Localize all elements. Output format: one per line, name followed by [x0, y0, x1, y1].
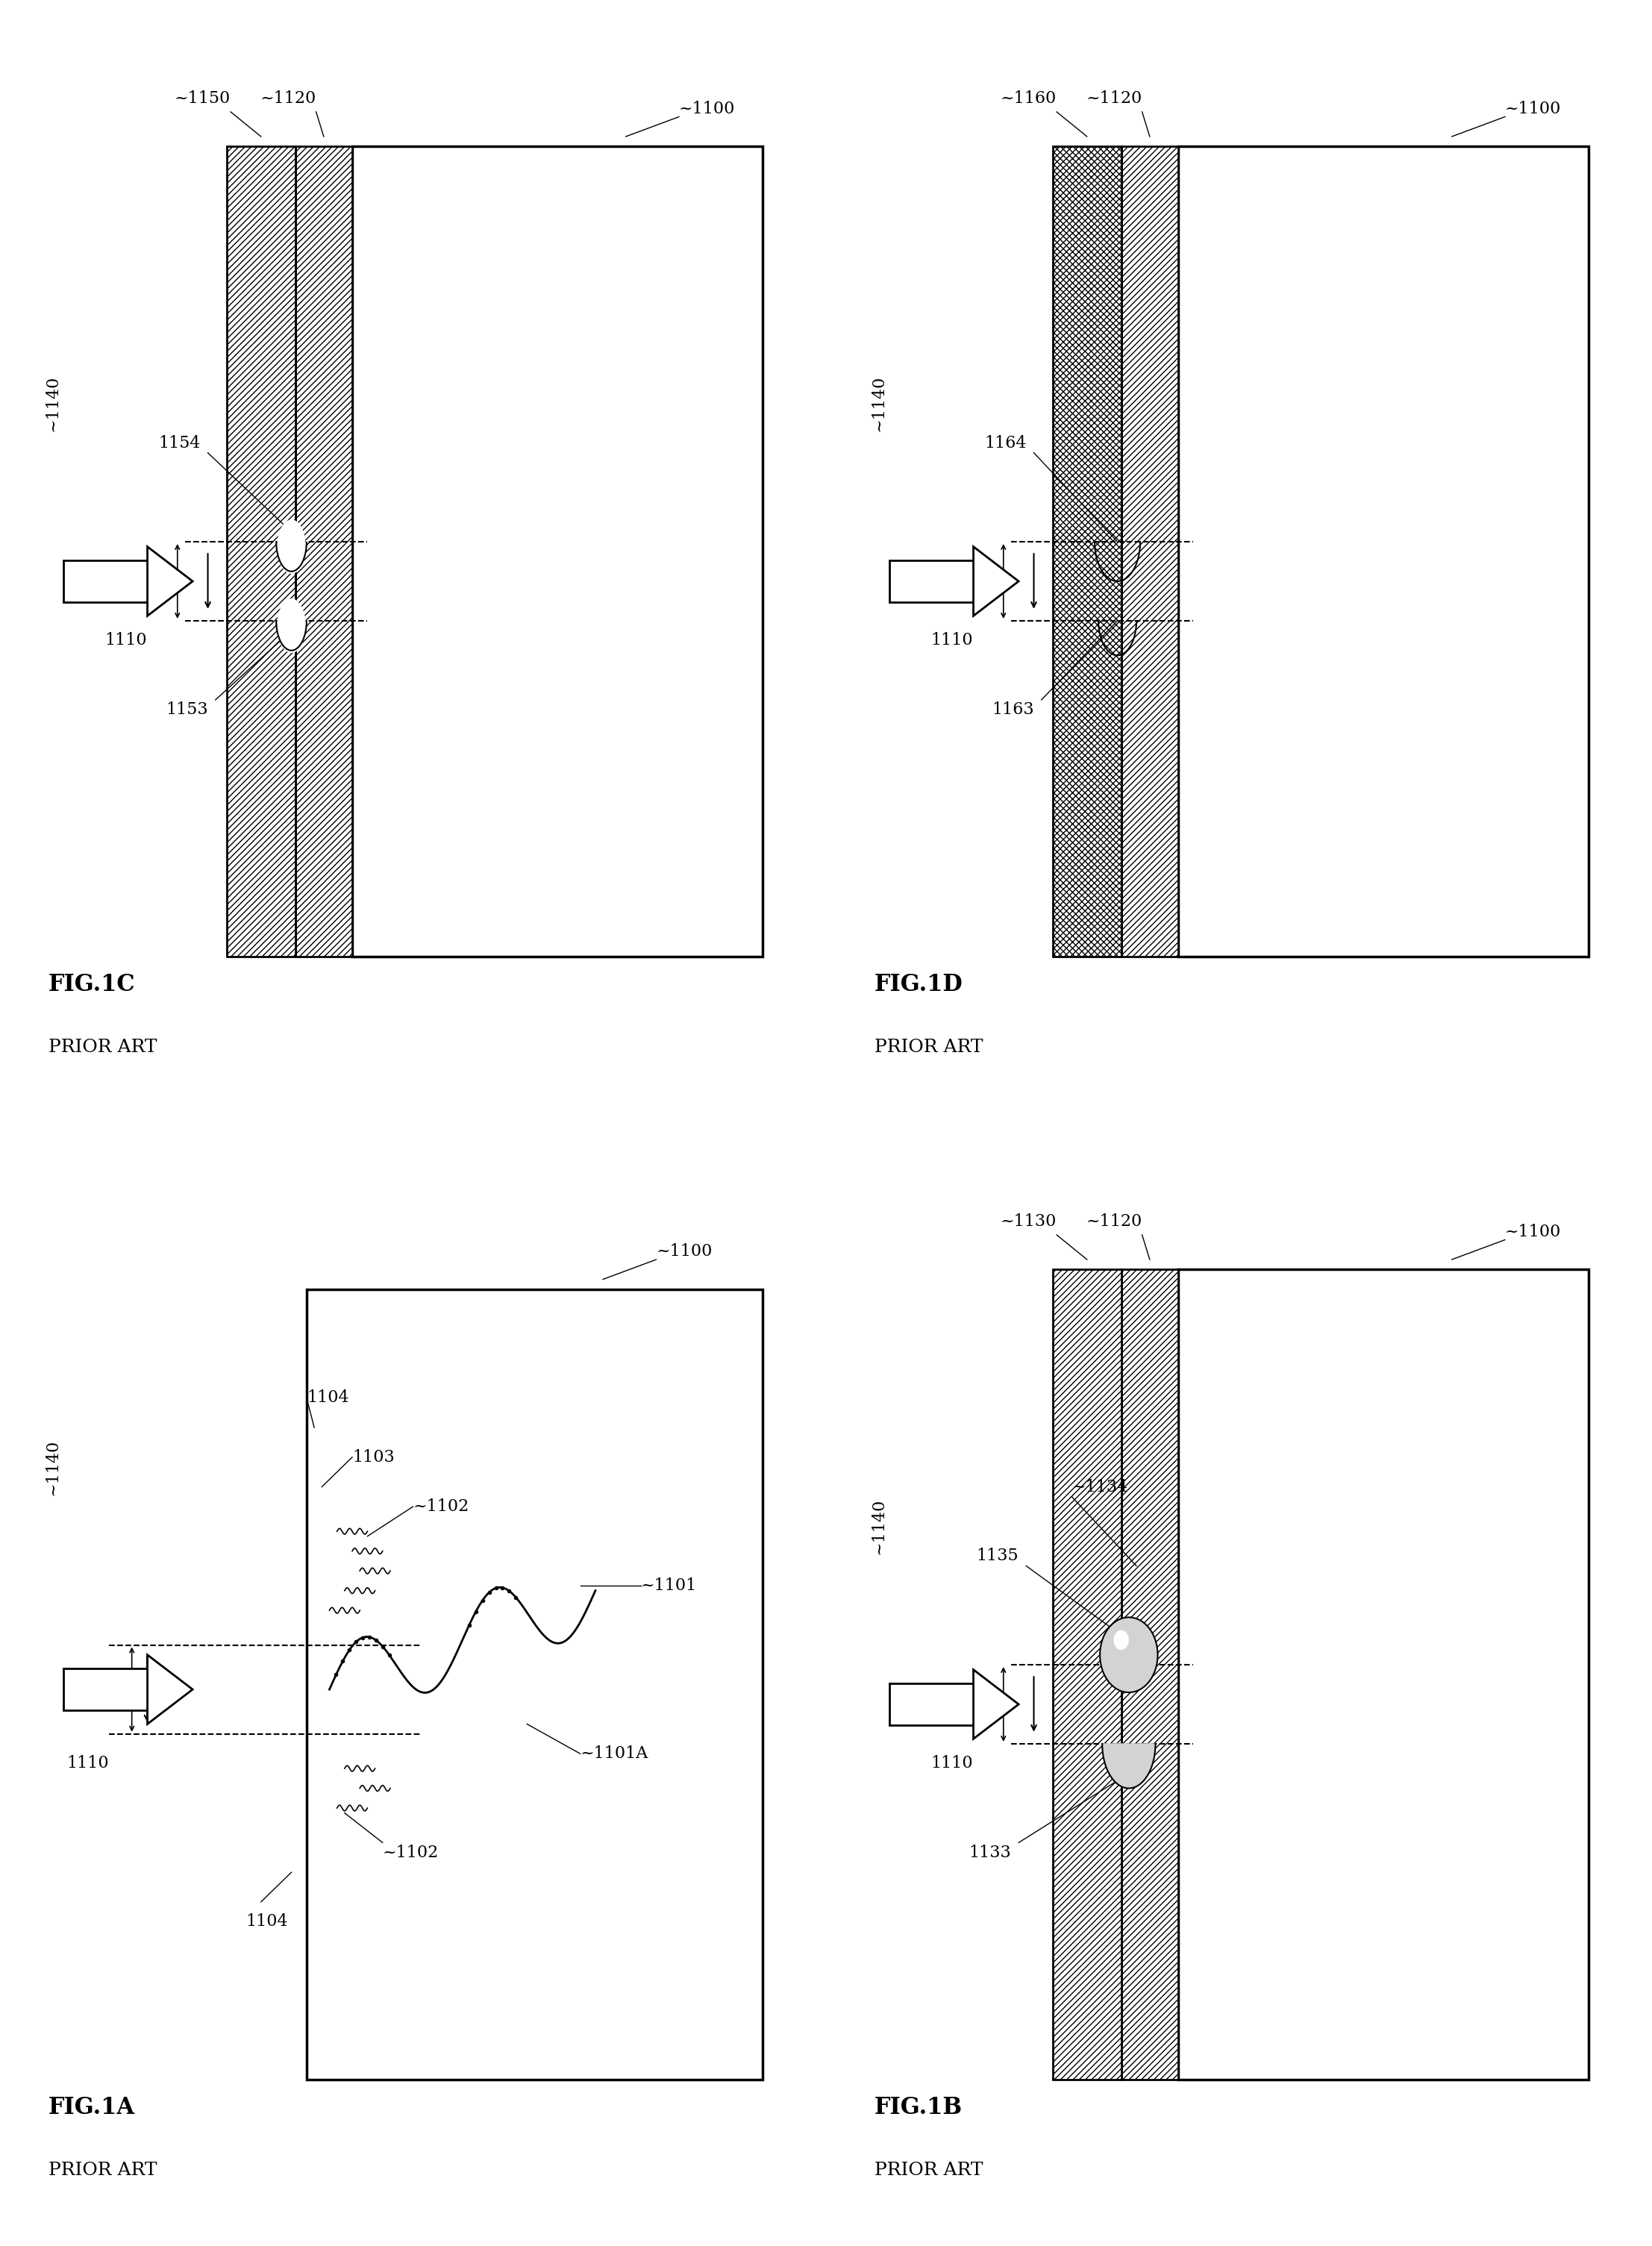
Text: ~1130: ~1130 [1001, 1213, 1057, 1231]
Bar [889, 1684, 973, 1725]
Text: PRIOR ART: PRIOR ART [874, 2161, 983, 2179]
Text: 1153: 1153 [165, 701, 208, 719]
Circle shape [1100, 1617, 1158, 1693]
Text: ~1120: ~1120 [1085, 90, 1142, 108]
Text: 1110: 1110 [104, 633, 147, 649]
Text: 1110: 1110 [66, 1756, 109, 1772]
Text: ~1134: ~1134 [1072, 1478, 1128, 1496]
Bar [352, 146, 763, 957]
Text: ~1150: ~1150 [175, 90, 231, 108]
Polygon shape [973, 1669, 1019, 1738]
Text: ~1101A: ~1101A [580, 1745, 648, 1761]
Bar [889, 562, 973, 602]
Bar [307, 1289, 763, 2080]
Text: PRIOR ART: PRIOR ART [874, 1038, 983, 1056]
Text: 1154: 1154 [159, 436, 200, 451]
Polygon shape [1102, 1743, 1155, 1788]
Text: FIG.1C: FIG.1C [48, 973, 135, 997]
Bar [296, 146, 352, 957]
Text: FIG.1A: FIG.1A [48, 2096, 135, 2120]
Bar [63, 562, 147, 602]
Text: ~1100: ~1100 [679, 101, 735, 117]
Bar [63, 1669, 147, 1709]
Text: FIG.1B: FIG.1B [874, 2096, 963, 2120]
Bar [1122, 1269, 1178, 2080]
Text: ~1140: ~1140 [871, 1498, 887, 1554]
Bar [1178, 1269, 1589, 2080]
Text: 1133: 1133 [968, 1844, 1011, 1860]
Text: 1110: 1110 [930, 633, 973, 649]
Text: 1103: 1103 [352, 1449, 395, 1464]
Bar [226, 146, 296, 957]
Bar [1052, 146, 1122, 957]
Text: ~1120: ~1120 [1085, 1213, 1142, 1231]
Ellipse shape [278, 519, 306, 573]
Ellipse shape [278, 600, 306, 654]
Polygon shape [147, 1655, 193, 1725]
Text: ~1100: ~1100 [656, 1242, 712, 1260]
Text: 1135: 1135 [976, 1547, 1019, 1563]
Text: ~1140: ~1140 [45, 1440, 61, 1496]
Text: 1110: 1110 [930, 1756, 973, 1772]
Text: ~1160: ~1160 [1001, 90, 1057, 108]
Polygon shape [973, 546, 1019, 615]
Polygon shape [147, 546, 193, 615]
Text: ~1100: ~1100 [1505, 101, 1561, 117]
Text: 1104: 1104 [246, 1914, 287, 1929]
Text: PRIOR ART: PRIOR ART [48, 1038, 157, 1056]
Bar [1178, 146, 1589, 957]
Bar [1122, 146, 1178, 957]
Text: ~1101: ~1101 [641, 1577, 697, 1595]
Text: ~1140: ~1140 [45, 375, 61, 431]
Text: ~1102: ~1102 [413, 1498, 469, 1514]
Text: 1164: 1164 [985, 436, 1026, 451]
Text: 1163: 1163 [991, 701, 1034, 719]
Circle shape [1113, 1631, 1128, 1651]
Text: ~1120: ~1120 [259, 90, 316, 108]
Bar [1052, 1269, 1122, 2080]
Text: ~1102: ~1102 [383, 1844, 439, 1860]
Text: ~1100: ~1100 [1505, 1224, 1561, 1240]
Text: ~1140: ~1140 [871, 375, 887, 431]
Text: 1104: 1104 [307, 1390, 349, 1406]
Text: PRIOR ART: PRIOR ART [48, 2161, 157, 2179]
Text: FIG.1D: FIG.1D [874, 973, 963, 997]
